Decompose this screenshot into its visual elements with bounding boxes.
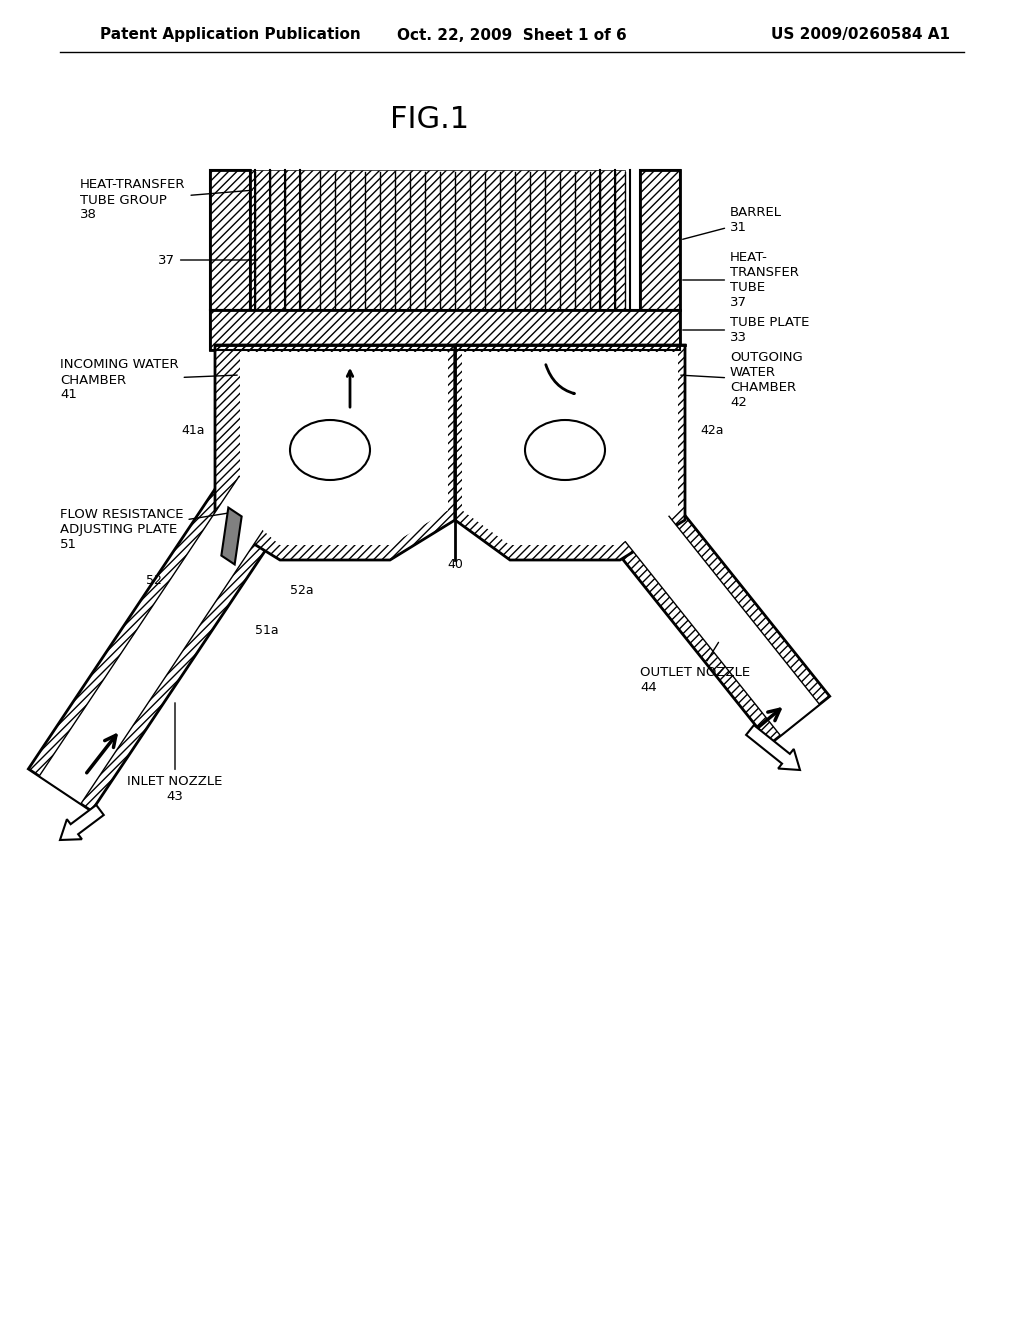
Bar [210,310,680,350]
Text: FLOW RESISTANCE
ADJUSTING PLATE
51: FLOW RESISTANCE ADJUSTING PLATE 51 [60,508,232,552]
Bar [210,310,680,350]
Text: INCOMING WATER
CHAMBER
41: INCOMING WATER CHAMBER 41 [60,359,238,401]
Text: 37: 37 [158,253,257,267]
Text: OUTLET NOZZLE
44: OUTLET NOZZLE 44 [640,643,751,694]
PathPatch shape [610,496,829,743]
PathPatch shape [29,469,292,810]
Text: INLET NOZZLE
43: INLET NOZZLE 43 [127,702,222,803]
Text: FIG.1: FIG.1 [390,106,470,135]
Bar [640,170,680,310]
Text: HEAT-
TRANSFER
TUBE
37: HEAT- TRANSFER TUBE 37 [683,251,799,309]
PathPatch shape [39,477,281,804]
PathPatch shape [221,508,242,565]
PathPatch shape [462,352,678,545]
PathPatch shape [462,352,678,545]
Text: US 2009/0260584 A1: US 2009/0260584 A1 [771,28,950,42]
Bar [210,170,250,310]
PathPatch shape [240,352,449,545]
Bar [640,170,680,310]
Text: 42a: 42a [700,424,724,437]
PathPatch shape [746,725,800,770]
FancyArrowPatch shape [546,364,574,393]
Text: TUBE PLATE
33: TUBE PLATE 33 [683,315,809,345]
Text: Patent Application Publication: Patent Application Publication [100,28,360,42]
Text: Oct. 22, 2009  Sheet 1 of 6: Oct. 22, 2009 Sheet 1 of 6 [397,28,627,42]
Text: HEAT-TRANSFER
TUBE GROUP
38: HEAT-TRANSFER TUBE GROUP 38 [80,178,252,222]
Text: BARREL
31: BARREL 31 [683,206,782,239]
PathPatch shape [621,504,819,735]
Text: 40: 40 [447,558,463,572]
Text: 52: 52 [146,573,162,586]
Text: 41a: 41a [181,424,205,437]
PathPatch shape [455,345,685,560]
Bar [250,170,625,310]
PathPatch shape [240,352,449,545]
Bar [210,170,250,310]
Text: OUTGOING
WATER
CHAMBER
42: OUTGOING WATER CHAMBER 42 [681,351,803,409]
PathPatch shape [215,345,455,560]
Text: 51a: 51a [255,623,279,636]
Bar [250,170,625,310]
PathPatch shape [60,805,103,840]
Text: 52a: 52a [290,583,313,597]
